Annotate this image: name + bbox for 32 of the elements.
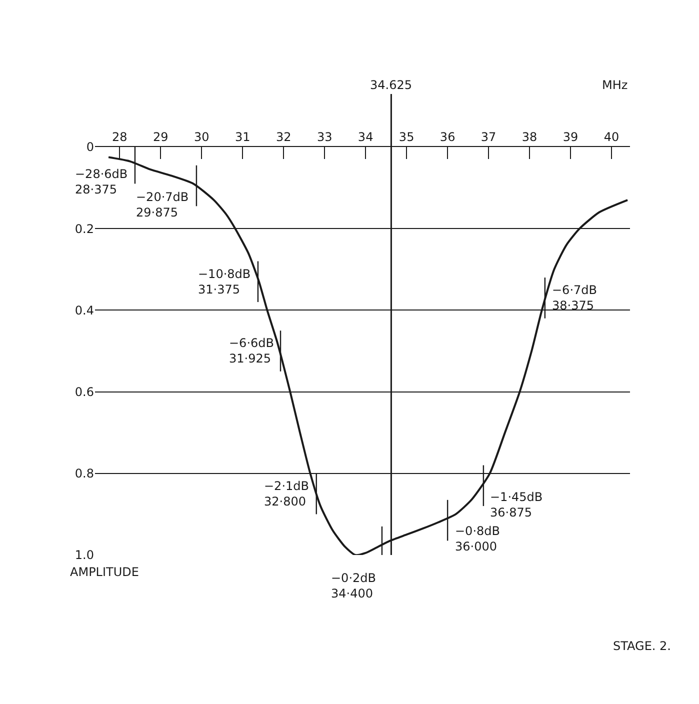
- annotation: −1·45dB 36·875: [490, 490, 543, 520]
- annotation: −6·7dB 38·375: [552, 283, 597, 313]
- annotation: −2·1dB 32·800: [264, 479, 309, 509]
- annotation: −0·8dB 36·000: [455, 524, 500, 554]
- annotation: −0·2dB 34·400: [331, 571, 376, 601]
- y-tick-label: 0.8: [74, 466, 94, 481]
- x-axis-title: MHz: [602, 78, 628, 92]
- x-tick-label: 31: [234, 130, 250, 144]
- x-tick-label: 32: [276, 130, 292, 144]
- annotation: −28·6dB 28·375: [75, 167, 128, 197]
- y-axis-title: AMPLITUDE: [70, 565, 139, 579]
- y-tick-label: 0: [86, 140, 94, 154]
- x-tick-label: 36: [440, 130, 456, 144]
- x-tick-label: 37: [480, 130, 496, 144]
- x-tick-label: 39: [562, 130, 578, 144]
- x-tick-label: 29: [152, 130, 168, 144]
- y-tick-label: 0.2: [74, 222, 94, 236]
- x-tick-label: 33: [316, 130, 332, 144]
- y-tick-label: 1.0: [74, 548, 94, 562]
- y-tick-label: 0.4: [74, 303, 94, 318]
- y-tick-label: 0.6: [74, 385, 94, 399]
- text: STAGE. 2.: [613, 639, 671, 653]
- x-tick-label: 38: [522, 130, 538, 144]
- x-tick-label: 35: [398, 130, 414, 144]
- x-tick-label: 28: [112, 130, 128, 144]
- ref-line-label: 34.625: [370, 78, 412, 92]
- annotation: −6·6dB 31·925: [229, 336, 274, 366]
- x-tick-label: 30: [194, 130, 210, 144]
- x-tick-label: 40: [604, 130, 620, 144]
- annotation: −20·7dB 29·875: [136, 190, 189, 220]
- x-tick-label: 34: [358, 130, 374, 144]
- annotation: −10·8dB 31·375: [198, 267, 251, 297]
